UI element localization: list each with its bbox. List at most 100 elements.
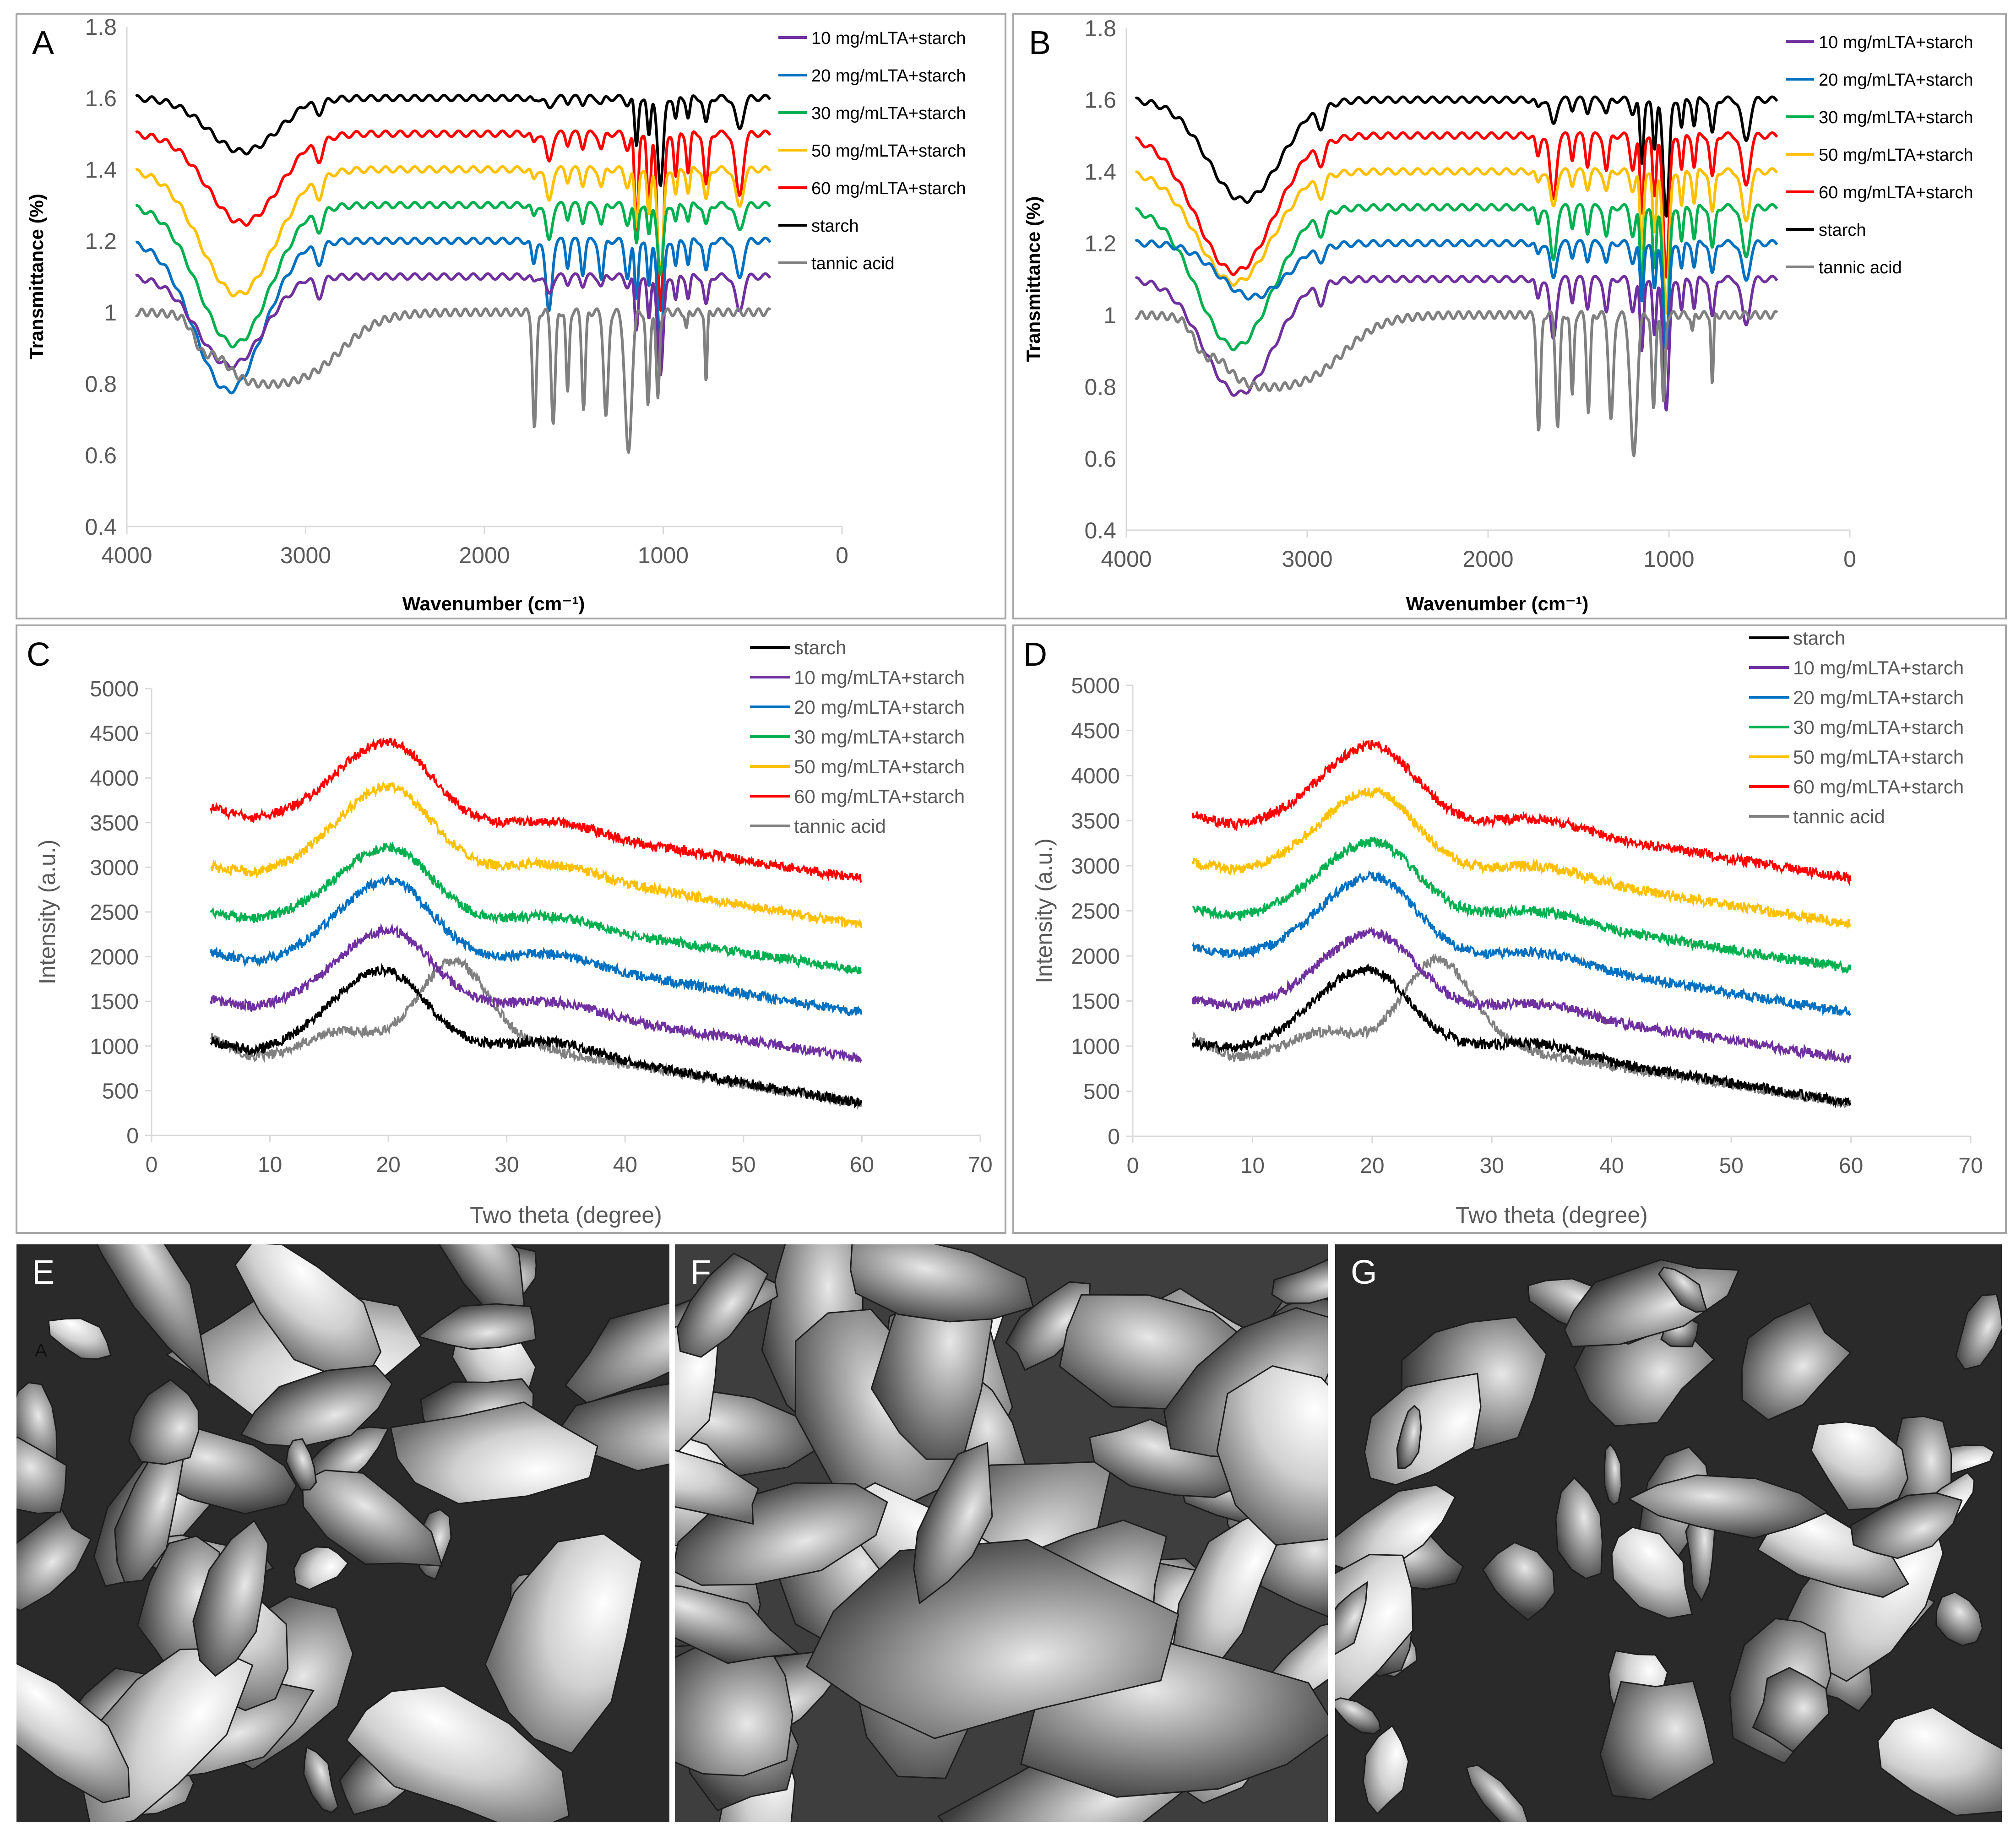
y-axis-title: Transmittance (%) — [26, 194, 47, 359]
starch-particle — [1599, 1680, 1715, 1801]
series-line — [210, 963, 863, 1109]
starch-particle — [913, 1442, 993, 1605]
series-line — [1135, 131, 1778, 279]
panel-label: C — [27, 636, 50, 673]
legend-label: 30 mg/mLTA+starch — [1819, 108, 1973, 127]
series-line — [1135, 167, 1778, 315]
x-tick-label: 40 — [613, 1153, 637, 1177]
legend-label: 10 mg/mLTA+starch — [794, 667, 965, 688]
series-line — [210, 841, 862, 974]
y-tick-label: 1.6 — [85, 86, 117, 111]
y-tick-label: 3000 — [1071, 854, 1120, 879]
legend-label: 50 mg/mLTA+starch — [1819, 146, 1973, 165]
legend-label: 30 mg/mLTA+starch — [1793, 716, 1964, 738]
y-tick-label: 1.4 — [1084, 159, 1116, 185]
starch-particle — [1465, 1764, 1543, 1822]
legend-label: 20 mg/mLTA+starch — [1793, 687, 1964, 708]
panel-label-g: G — [1351, 1253, 1377, 1291]
panel-label: B — [1029, 25, 1051, 61]
series-line — [135, 236, 772, 395]
y-tick-label: 1.2 — [85, 228, 117, 254]
y-tick-label: 2500 — [90, 901, 139, 925]
y-axis-title: Intensity (a.u.) — [34, 840, 60, 985]
legend-label: starch — [1819, 221, 1866, 240]
series-line — [210, 781, 863, 928]
starch-particle — [1216, 1365, 1328, 1546]
starch-particle — [850, 1244, 1034, 1323]
y-tick-label: 1.2 — [1084, 231, 1116, 256]
y-tick-label: 0.8 — [1084, 374, 1116, 400]
legend-label: starch — [794, 637, 846, 658]
x-tick-label: 2000 — [1462, 546, 1513, 572]
x-tick-label: 1000 — [638, 543, 689, 568]
starch-particle — [675, 1631, 793, 1777]
starch-particle — [1627, 1474, 1829, 1539]
y-tick-label: 500 — [102, 1079, 139, 1103]
x-tick-label: 0 — [1843, 546, 1856, 572]
y-tick-label: 5000 — [1071, 674, 1120, 698]
legend-label: 50 mg/mLTA+starch — [1793, 746, 1964, 768]
chart-panel-b: B 0.4 0.6 0.8 1 1.2 1.4 1.6 1.8 4000 3000 2000 1000 0… — [1012, 13, 2007, 619]
y-tick-label: 1500 — [90, 990, 139, 1014]
series-line — [135, 93, 772, 187]
legend-label: 30 mg/mLTA+starch — [794, 726, 965, 748]
legend-label: tannic acid — [1819, 258, 1902, 277]
y-tick-label: 4500 — [1071, 719, 1120, 744]
starch-particle — [675, 1582, 800, 1664]
x-axis-title: Wavenumber (cm⁻¹) — [1406, 593, 1589, 614]
series-line — [1191, 870, 1851, 1017]
x-tick-label: 4000 — [101, 543, 152, 568]
panel-border — [16, 624, 1006, 1234]
y-tick-label: 0 — [1108, 1125, 1120, 1149]
starch-particle — [484, 1533, 642, 1754]
starch-particle — [1955, 1293, 2002, 1370]
chart-panel-a: A 0.4 0.6 0.8 1 1.2 1.4 1.6 1.8 4000 3000 2000 1000 0… — [16, 13, 1006, 619]
y-tick-label: 3000 — [90, 856, 139, 880]
starch-particle — [128, 1379, 199, 1465]
x-tick-label: 70 — [968, 1153, 992, 1177]
legend-label: starch — [1793, 627, 1845, 649]
y-tick-label: 5000 — [90, 677, 139, 701]
series-line — [1135, 95, 1778, 218]
x-tick-label: 50 — [731, 1153, 755, 1177]
legend-label: tannic acid — [794, 815, 886, 837]
x-tick-label: 70 — [1958, 1154, 1983, 1178]
starch-particle — [16, 1657, 130, 1803]
panel-label: D — [1023, 636, 1047, 673]
x-tick-label: 4000 — [1101, 546, 1152, 572]
series-line — [1192, 836, 1852, 974]
series-line — [1191, 739, 1852, 886]
x-axis-title: Two theta (degree) — [470, 1202, 662, 1228]
legend-label: 30 mg/mLTA+starch — [811, 104, 966, 123]
series-line — [1135, 275, 1778, 412]
series-line — [135, 201, 772, 349]
starch-particle — [676, 1252, 769, 1358]
starch-particle — [345, 1685, 570, 1822]
x-tick-label: 60 — [850, 1153, 874, 1177]
starch-particle — [16, 1508, 92, 1612]
x-tick-label: 20 — [376, 1153, 400, 1177]
starch-particle — [1396, 1405, 1422, 1469]
legend-label: 20 mg/mLTA+starch — [1819, 71, 1973, 90]
y-tick-label: 0.8 — [85, 371, 117, 397]
legend-label: 20 mg/mLTA+starch — [794, 696, 965, 718]
legend-label: 60 mg/mLTA+starch — [1793, 776, 1964, 798]
x-tick-label: 1000 — [1643, 546, 1694, 572]
starch-particle — [1335, 1697, 1381, 1735]
series-line — [1191, 927, 1852, 1064]
y-tick-label: 2000 — [1071, 944, 1120, 969]
x-tick-label: 0 — [1127, 1154, 1139, 1178]
sem-image-e: E A — [16, 1244, 669, 1822]
starch-particle — [1362, 1725, 1409, 1815]
legend-label: tannic acid — [811, 254, 895, 273]
legend-label: starch — [811, 217, 859, 236]
x-axis-title: Wavenumber (cm⁻¹) — [402, 593, 585, 614]
y-tick-label: 500 — [1083, 1080, 1120, 1104]
series-line — [210, 923, 863, 1064]
y-tick-label: 0.6 — [1084, 446, 1116, 472]
starch-particle — [48, 1318, 112, 1360]
panel-border — [1012, 624, 2007, 1234]
series-line — [135, 165, 772, 298]
series-line — [1191, 963, 1852, 1108]
